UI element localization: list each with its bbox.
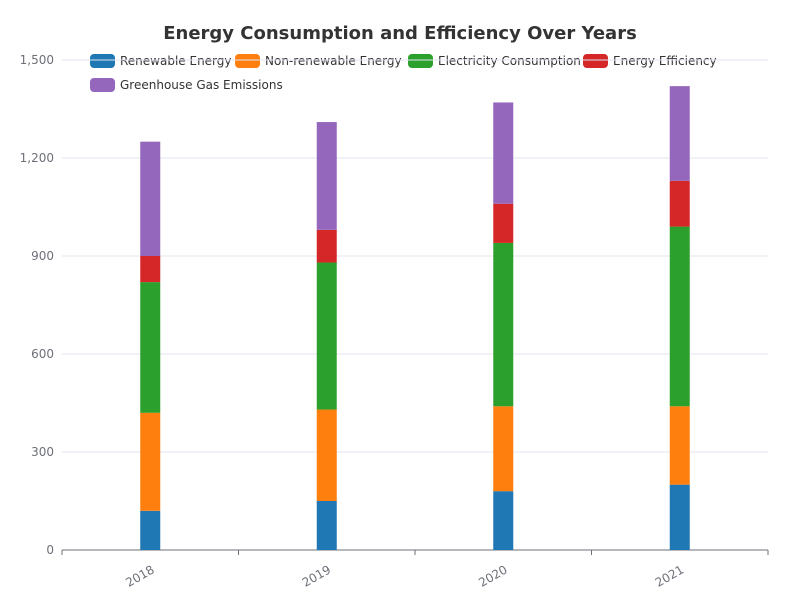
legend-label: Greenhouse Gas Emissions [120, 78, 283, 92]
x-tick-label: 2021 [653, 562, 686, 589]
x-tick-label: 2020 [476, 562, 509, 589]
legend-item[interactable]: Non-renewable Energy [235, 54, 402, 68]
legend-label: Electricity Consumption [438, 54, 581, 68]
legend-swatch [90, 78, 115, 92]
legend-label: Energy Efficiency [613, 54, 717, 68]
bar-segment-2018-4[interactable] [140, 256, 161, 283]
y-tick-label: 1,500 [20, 53, 54, 67]
legend-swatch [90, 54, 115, 68]
legend-label: Renewable Energy [120, 54, 232, 68]
bars [140, 86, 690, 550]
legend-label: Non-renewable Energy [265, 54, 402, 68]
chart-title: Energy Consumption and Efficiency Over Y… [163, 23, 637, 44]
bar-segment-2021-3[interactable] [669, 226, 690, 407]
bar-segment-2019-4[interactable] [316, 229, 337, 263]
bar-segment-2020-5[interactable] [493, 102, 514, 204]
bar-segment-2021-1[interactable] [669, 484, 690, 550]
y-tick-label: 0 [46, 543, 54, 557]
bar-segment-2019-5[interactable] [316, 122, 337, 230]
y-tick-label: 300 [31, 445, 54, 459]
y-tick-label: 1,200 [20, 151, 54, 165]
bar-segment-2018-1[interactable] [140, 510, 161, 550]
legend-item[interactable]: Greenhouse Gas Emissions [90, 78, 283, 92]
bar-segment-2019-3[interactable] [316, 262, 337, 410]
bar-segment-2020-4[interactable] [493, 203, 514, 243]
x-axis: 2018 2019 2020 2021 [61, 549, 769, 590]
bar-segment-2020-3[interactable] [493, 242, 514, 407]
bar-segment-2021-2[interactable] [669, 406, 690, 485]
x-tick-label: 2019 [300, 562, 333, 589]
bar-segment-2019-1[interactable] [316, 501, 337, 550]
legend-item[interactable]: Energy Efficiency [583, 54, 717, 68]
bar-segment-2020-1[interactable] [493, 491, 514, 550]
bar-segment-2019-2[interactable] [316, 409, 337, 501]
legend: Renewable Energy Non-renewable Energy Elec… [90, 54, 717, 92]
legend-swatch [583, 54, 608, 68]
bar-segment-2018-2[interactable] [140, 412, 161, 511]
bar-segment-2018-5[interactable] [140, 141, 161, 256]
bar-segment-2021-5[interactable] [669, 86, 690, 181]
grid-lines [62, 59, 768, 453]
legend-swatch [408, 54, 433, 68]
bar-segment-2018-3[interactable] [140, 282, 161, 413]
legend-swatch [235, 54, 260, 68]
legend-item[interactable]: Electricity Consumption [408, 54, 581, 68]
bar-segment-2021-4[interactable] [669, 180, 690, 227]
legend-item[interactable]: Renewable Energy [90, 54, 232, 68]
y-axis: 0 300 600 900 1,200 1,500 [20, 53, 54, 557]
y-tick-label: 900 [31, 249, 54, 263]
bar-segment-2020-2[interactable] [493, 406, 514, 492]
x-tick-label: 2018 [123, 562, 156, 589]
y-tick-label: 600 [31, 347, 54, 361]
